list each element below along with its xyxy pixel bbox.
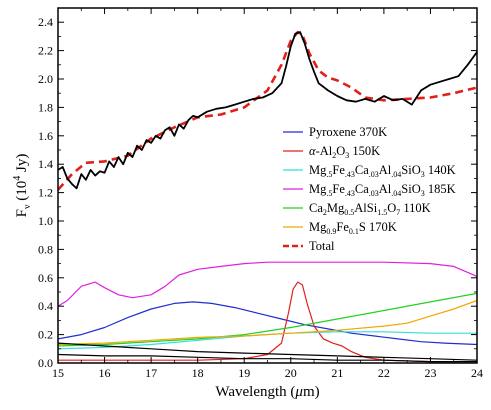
y-tick-label: 0.0 <box>38 356 53 370</box>
x-tick-label: 19 <box>238 366 250 380</box>
legend-label-5: Mg0.9Fe0.1S 170K <box>309 220 397 236</box>
y-tick-label: 2.0 <box>38 72 53 86</box>
series-line-4 <box>58 292 477 347</box>
series-line-1 <box>58 281 477 363</box>
x-axis-label: Wavelength (μm) <box>215 384 319 400</box>
x-tick-label: 23 <box>424 366 436 380</box>
y-tick-label: 2.4 <box>38 15 53 29</box>
y-axis-label: Fν (104 Jy) <box>12 154 33 218</box>
series-line-3 <box>58 261 477 307</box>
x-tick-label: 20 <box>285 366 297 380</box>
y-tick-label: 0.2 <box>38 328 53 342</box>
x-tick-label: 22 <box>378 366 390 380</box>
ticks-layer: 15 16 17 18 19 20 21 22 23 24 0.0 0.2 0.4 0.6 0.8 1.0 1.… <box>38 8 483 380</box>
y-tick-label: 2.2 <box>38 44 53 58</box>
y-tick-label: 1.0 <box>38 214 53 228</box>
legend-label-6: Total <box>309 239 335 253</box>
x-tick-label: 16 <box>99 366 111 380</box>
legend-label-2: Mg.5Fe.43Ca.03Al.04SiO3 140K <box>309 163 456 179</box>
legend-label-1: α-Al2O3 150K <box>309 144 380 160</box>
series-line-8 <box>58 342 477 361</box>
x-tick-label: 24 <box>471 366 483 380</box>
y-tick-label: 0.8 <box>38 242 53 256</box>
y-tick-label: 1.6 <box>38 129 53 143</box>
series-line-5 <box>58 299 477 346</box>
x-tick-label: 21 <box>331 366 343 380</box>
y-tick-label: 0.4 <box>38 299 53 313</box>
legend: Pyroxene 370K α-Al2O3 150K Mg.5Fe.43Ca.03A… <box>283 125 456 253</box>
y-tick-label: 1.2 <box>38 186 53 200</box>
x-tick-label: 17 <box>145 366 157 380</box>
series-line-0 <box>58 301 477 346</box>
x-tick-label: 15 <box>52 366 64 380</box>
series-line-7 <box>58 31 477 190</box>
y-tick-label: 1.4 <box>38 157 53 171</box>
series-layer <box>58 30 477 363</box>
series-line-6 <box>58 30 477 191</box>
legend-label-4: Ca2Mg0.5AlSi1.5O7 110K <box>309 201 431 217</box>
legend-label-0: Pyroxene 370K <box>309 125 387 139</box>
x-tick-label: 18 <box>192 366 204 380</box>
legend-label-3: Mg.5Fe.43Ca.03Al.04SiO3 185K <box>309 182 456 198</box>
y-tick-label: 0.6 <box>38 271 53 285</box>
y-tick-label: 1.8 <box>38 100 53 114</box>
